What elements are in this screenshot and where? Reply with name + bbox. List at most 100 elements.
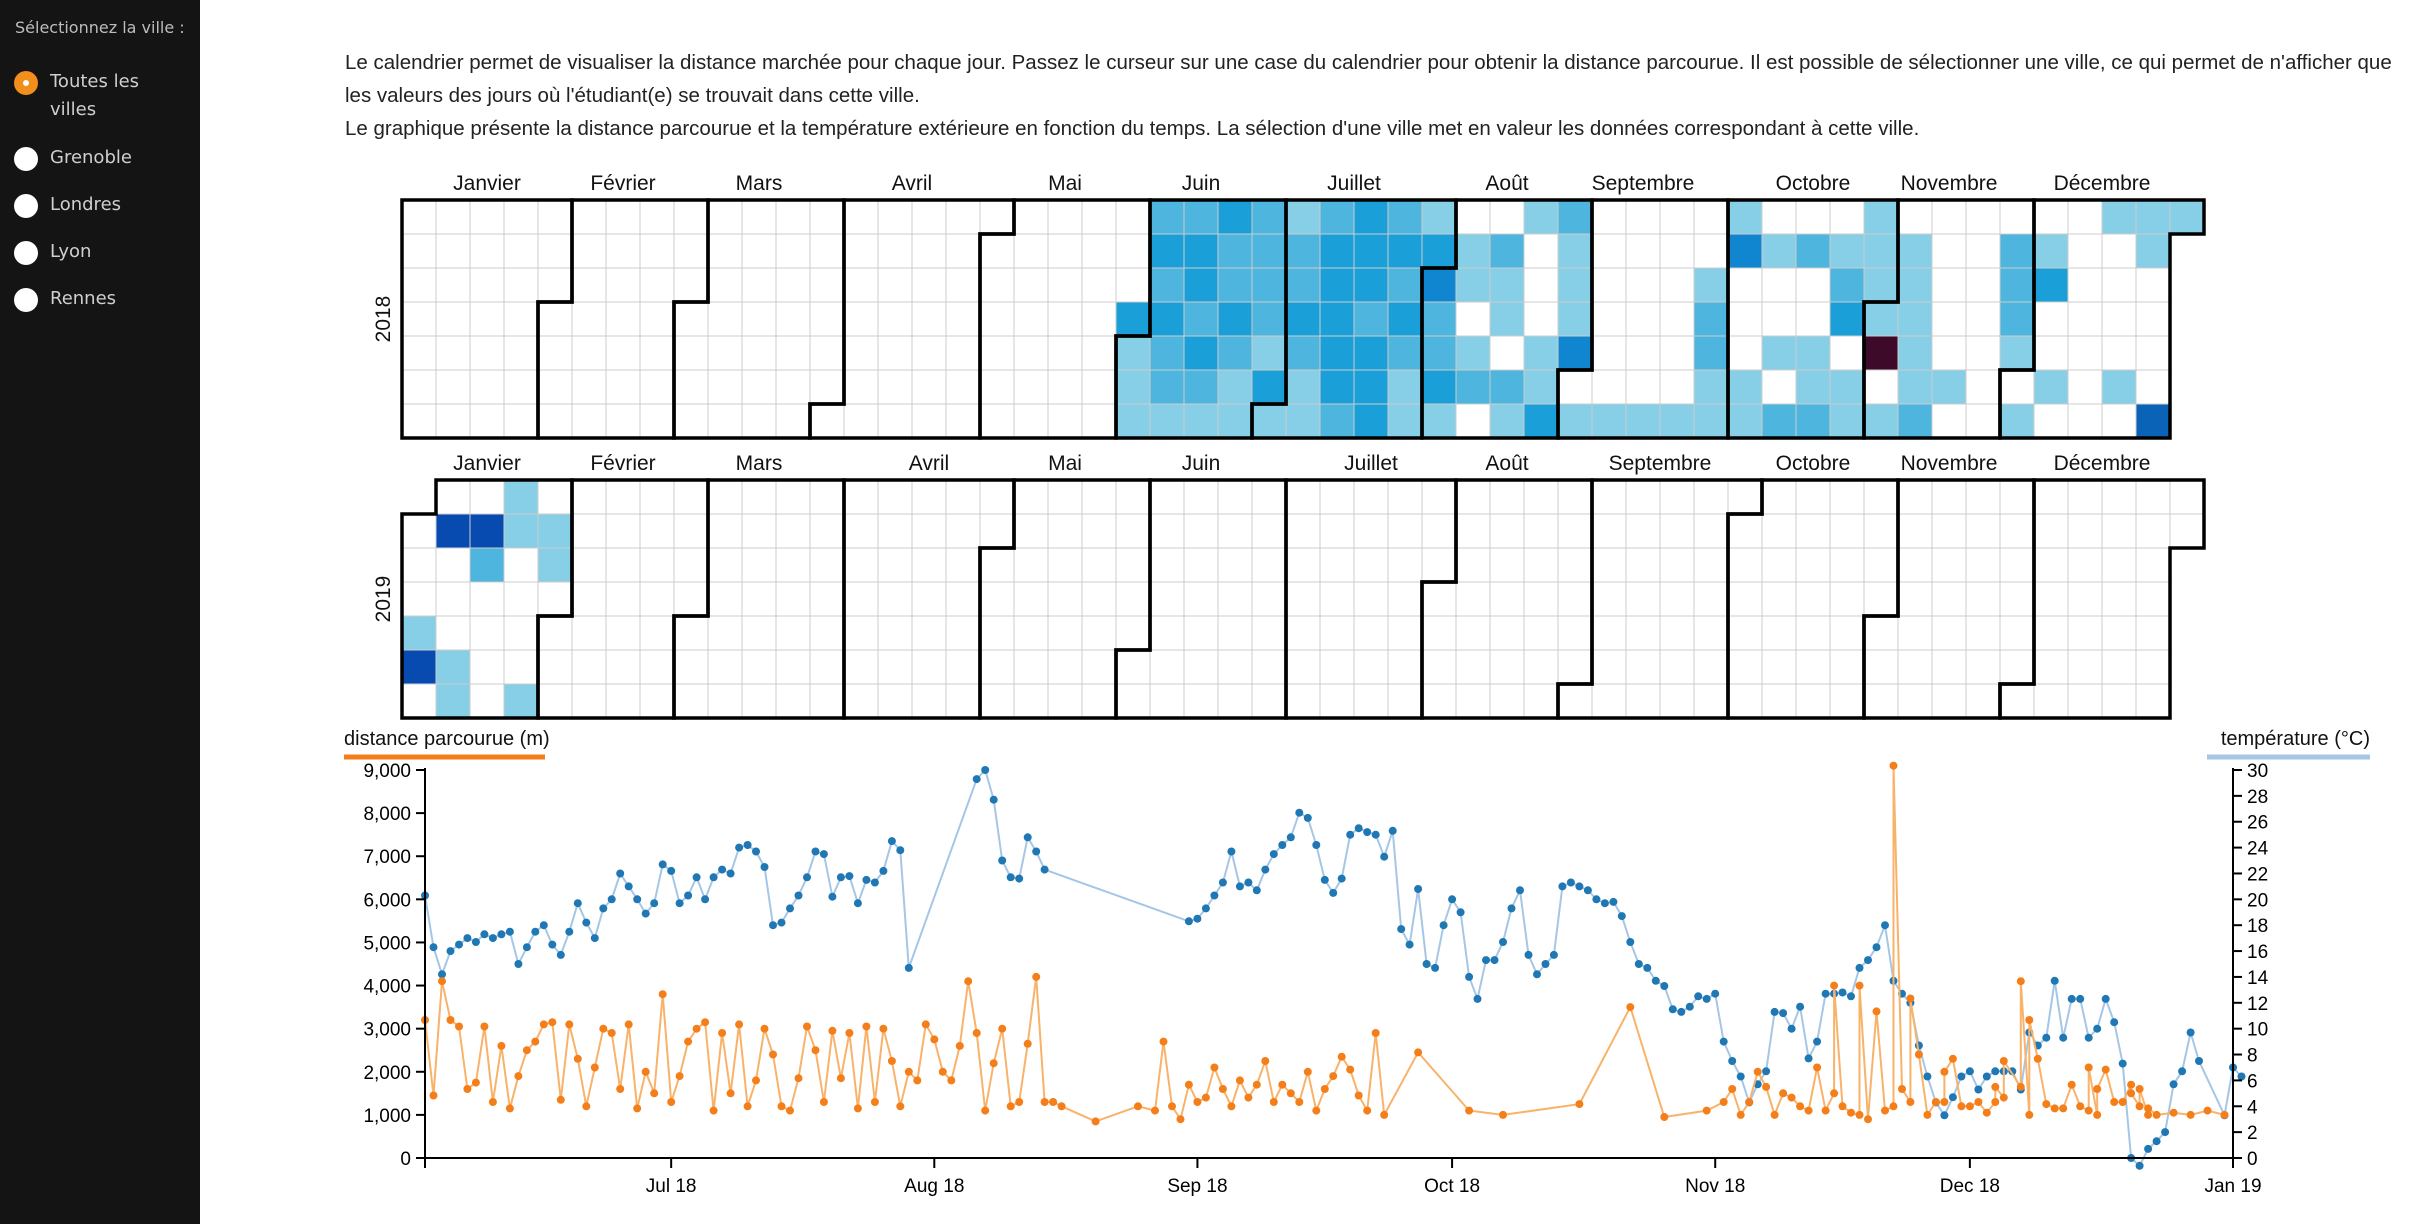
distance-point [1091, 1117, 1100, 1126]
day-cell [435, 581, 471, 617]
distance-point [438, 977, 446, 986]
distance-point [2067, 1080, 2076, 1089]
distance-point [921, 1020, 930, 1029]
left-axis-tick-label: 4,000 [363, 977, 411, 998]
temperature-point [1923, 1072, 1932, 1081]
temperature-point [1736, 1072, 1745, 1081]
left-axis-label: distance parcourue (m) [344, 728, 550, 750]
distance-point [514, 1072, 523, 1081]
day-cell [945, 233, 981, 269]
right-axis-tick-label: 4 [2247, 1097, 2258, 1118]
day-cell [945, 403, 981, 439]
day-cell [1489, 369, 1525, 405]
day-cell [1081, 335, 1117, 371]
temperature-point [1507, 904, 1516, 913]
day-cell [1795, 267, 1831, 303]
temperature-point [794, 891, 803, 900]
day-cell [435, 335, 471, 371]
day-cell [843, 301, 879, 337]
distance-point [2135, 1102, 2144, 1111]
temperature-point [1974, 1085, 1983, 1094]
day-cell [1999, 335, 2035, 371]
radio-icon[interactable] [14, 241, 38, 265]
day-cell [1421, 233, 1457, 269]
distance-point [981, 1106, 990, 1115]
temperature-point [1617, 912, 1626, 921]
day-cell [775, 301, 811, 337]
temperature-point [836, 873, 845, 882]
distance-point [1168, 1102, 1176, 1111]
day-cell [2033, 267, 2069, 303]
temperature-point [2186, 1028, 2195, 1037]
temperature-point [1303, 813, 1312, 822]
distance-point [1040, 1098, 1049, 1106]
distance-point [1940, 1098, 1949, 1106]
distance-point [684, 1037, 693, 1046]
temperature-point [1796, 1002, 1805, 1011]
distance-point [667, 1098, 676, 1106]
city-option-toutes-les-villes[interactable]: Toutes les villes [14, 68, 194, 130]
day-cell [435, 233, 471, 269]
distance-point [836, 1074, 845, 1083]
distance-point [641, 1067, 650, 1076]
temperature-point [1634, 960, 1643, 968]
day-cell [1897, 267, 1933, 303]
day-cell [1523, 301, 1559, 337]
day-cell [1625, 335, 1661, 371]
day-cell [1081, 233, 1117, 269]
temperature-point [539, 921, 548, 930]
distance-point [752, 1076, 760, 1085]
day-cell [1829, 335, 1865, 371]
distance-point [1906, 1098, 1915, 1106]
right-axis-label: température (°C) [2221, 728, 2370, 750]
temperature-point [726, 869, 735, 878]
day-cell [1115, 301, 1151, 337]
distance-point [2050, 1104, 2059, 1113]
radio-icon[interactable] [14, 194, 38, 218]
day-cell [537, 547, 573, 583]
calendar-heatmap: Janvier Février Mars Avril Mai Juin Juillet Aoû… [372, 172, 2206, 720]
day-cell [911, 199, 947, 235]
day-cell [605, 649, 641, 685]
day-cell [1659, 301, 1695, 337]
distance-point [726, 1089, 735, 1098]
distance-point [1346, 1065, 1355, 1074]
temperature-point [1762, 1067, 1771, 1076]
radio-icon[interactable] [14, 147, 38, 171]
day-cell [1387, 233, 1423, 269]
distance-point [1881, 1106, 1889, 1115]
temperature-point [1244, 878, 1253, 887]
distance-point [624, 1020, 633, 1029]
distance-point [1660, 1113, 1669, 1121]
temperature-point [1363, 828, 1372, 837]
day-cell [469, 513, 505, 549]
day-cell [2101, 199, 2137, 235]
day-cell [2135, 233, 2171, 269]
distance-point [1889, 761, 1898, 770]
temperature-point [692, 873, 701, 882]
distance-line [424, 765, 2225, 1123]
radio-icon[interactable] [14, 288, 38, 312]
temperature-point [1439, 921, 1448, 930]
distance-point [972, 1029, 981, 1037]
distance-point [1320, 1085, 1329, 1093]
distance-point [2059, 1104, 2068, 1113]
left-axis-tick-label: 1,000 [363, 1106, 411, 1127]
x-axis-tick-label: Nov 18 [1685, 1176, 1745, 1197]
year-label: 2018 [372, 296, 395, 343]
day-cell [571, 615, 607, 651]
radio-selected-icon[interactable] [14, 71, 38, 95]
temperature-point [624, 882, 633, 891]
distance-point [1702, 1106, 1711, 1115]
month-label: Mars [736, 172, 783, 195]
distance-point [989, 1059, 998, 1068]
day-cell [605, 335, 641, 371]
distance-point [1914, 1050, 1923, 1059]
day-cell [741, 335, 777, 371]
day-cell [571, 335, 607, 371]
temperature-point [1651, 976, 1660, 985]
day-cell [1761, 301, 1797, 337]
day-cell [877, 233, 913, 269]
day-cell [1421, 403, 1457, 439]
day-cell [1727, 403, 1763, 439]
